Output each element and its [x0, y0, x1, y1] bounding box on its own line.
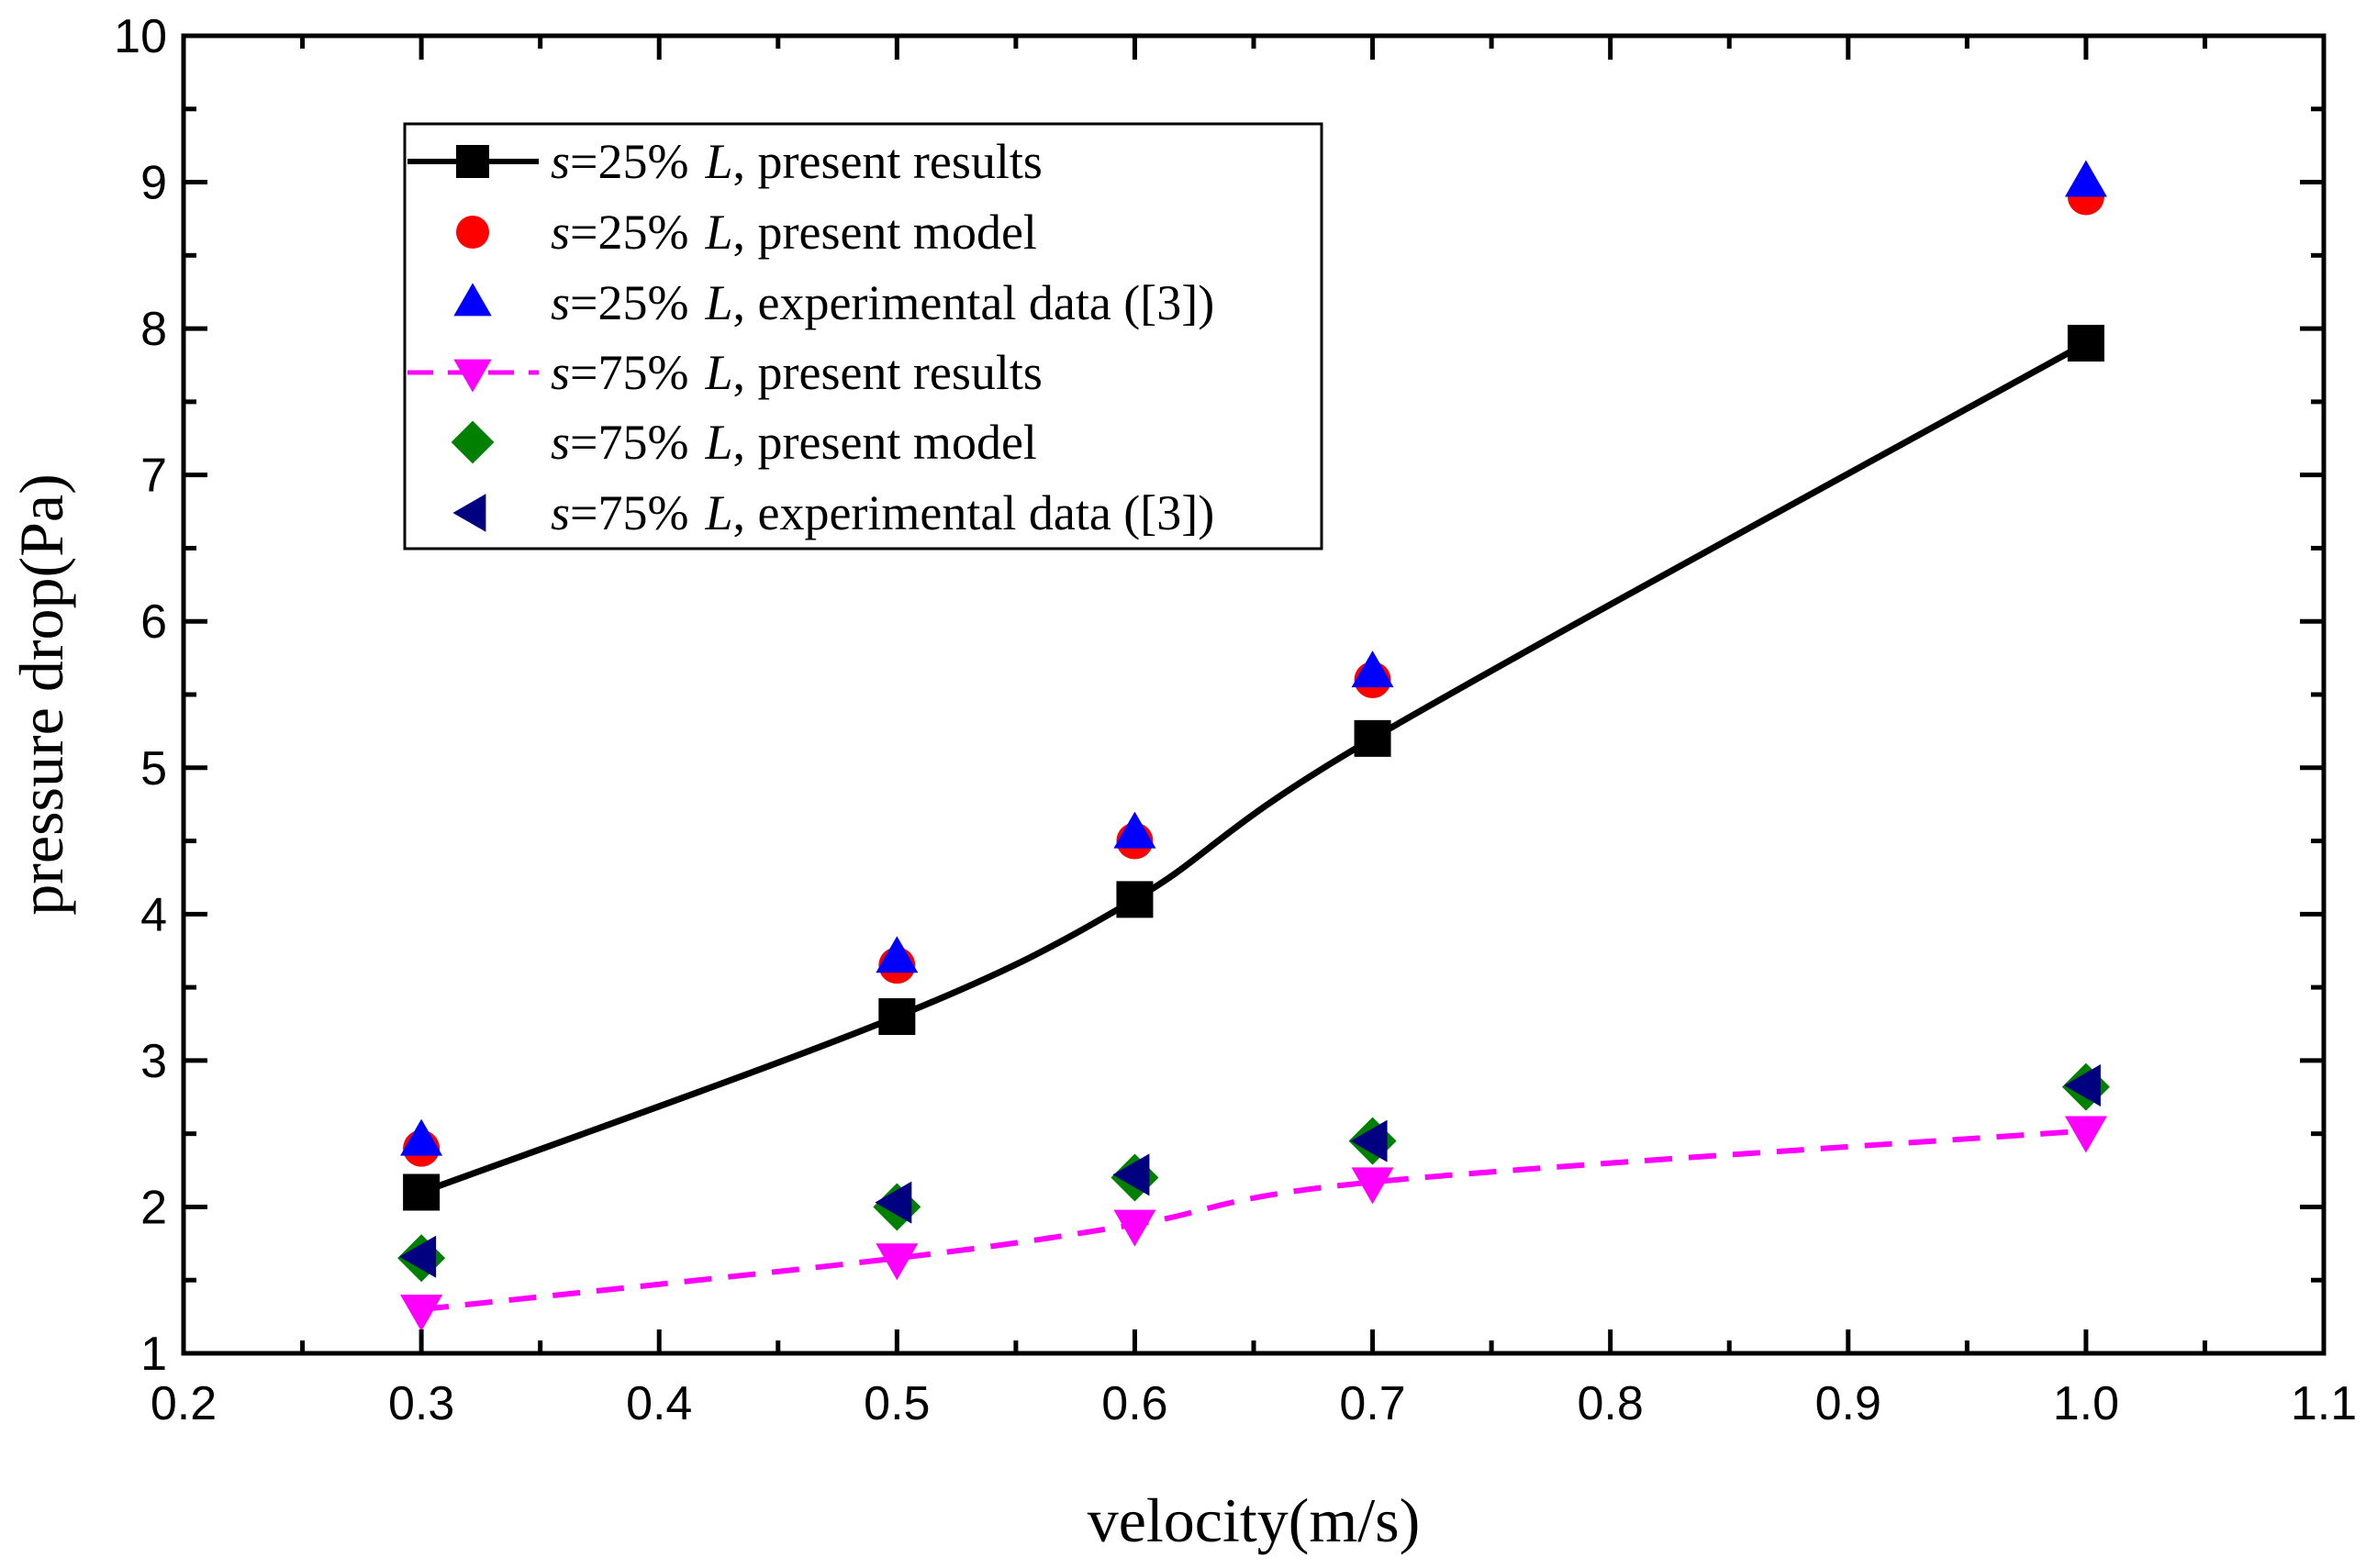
legend-label: s=25% L, experimental data ([3]) — [551, 275, 1214, 330]
x-axis-title: velocity(m/s) — [1088, 1485, 1421, 1555]
y-tick-label: 3 — [140, 1035, 167, 1088]
legend-label: s=75% L, experimental data ([3]) — [551, 485, 1214, 540]
data-point-series-3 — [876, 1243, 919, 1281]
y-tick-label: 2 — [140, 1181, 167, 1234]
legend-item: s=75% L, present model — [451, 415, 1037, 470]
legend-label-pct: =75% — [570, 485, 688, 540]
legend-label: s=25% L, present model — [551, 205, 1037, 260]
legend-label-s: s — [551, 485, 570, 540]
data-point-series-5 — [2063, 1064, 2101, 1107]
data-point-series-0 — [878, 998, 916, 1036]
legend-marker-circle — [456, 216, 489, 249]
series-line-0 — [419, 340, 2088, 1195]
data-point-series-0 — [1116, 881, 1154, 918]
series-markers — [397, 160, 2110, 1332]
y-tick-label: 7 — [140, 450, 167, 503]
data-point-series-0 — [2067, 325, 2104, 362]
data-point-series-2 — [1351, 651, 1394, 688]
data-point-series-5 — [1112, 1153, 1150, 1196]
x-tick-label: 0.6 — [1101, 1377, 1167, 1430]
legend-item: s=25% L, experimental data ([3]) — [453, 275, 1214, 330]
legend-marker-diamond — [451, 420, 495, 464]
y-tick-label: 10 — [114, 10, 167, 63]
data-point-series-5 — [875, 1181, 912, 1224]
legend-label-desc: , present results — [733, 134, 1043, 189]
x-tick-label: 0.9 — [1815, 1377, 1881, 1430]
data-point-series-3 — [400, 1295, 443, 1332]
legend-label-pct: =25% — [570, 205, 688, 260]
y-axis-title: pressure drop(Pa) — [6, 473, 76, 916]
data-point-series-2 — [876, 936, 919, 973]
x-tick-label: 0.8 — [1578, 1377, 1644, 1430]
x-tick-label: 0.5 — [864, 1377, 930, 1430]
legend-box — [403, 122, 1323, 550]
y-tick-label: 1 — [140, 1328, 167, 1381]
legend-label-desc: , present results — [733, 345, 1043, 400]
legend-label-desc: , experimental data ([3]) — [733, 485, 1215, 540]
x-tick-label: 0.7 — [1339, 1377, 1405, 1430]
x-tick-label: 0.2 — [151, 1377, 217, 1430]
data-point-series-0 — [403, 1173, 441, 1211]
axis-ticks: 0.2 0.3 0.4 0.5 0.6 0.7 0.8 0.9 1.0 1.1 1 2 3 4 5 6 7 8 9 1… — [114, 10, 2357, 1430]
legend-label-L: L — [704, 485, 732, 540]
x-tick-label: 1.1 — [2291, 1377, 2357, 1430]
y-tick-label: 6 — [140, 595, 167, 649]
legend-item: s=25% L, present model — [456, 205, 1037, 260]
y-tick-label: 9 — [140, 157, 167, 210]
data-point-series-3 — [2064, 1116, 2107, 1153]
data-point-series-5 — [399, 1235, 437, 1278]
legend-label-s: s — [551, 275, 570, 330]
x-tick-label: 1.0 — [2053, 1377, 2119, 1430]
legend-label-L: L — [704, 275, 732, 330]
legend-label-pct: =75% — [570, 345, 688, 400]
legend-label-s: s — [551, 205, 570, 260]
data-point-series-2 — [1113, 811, 1156, 849]
legend-label-s: s — [551, 134, 570, 189]
data-point-series-5 — [1350, 1119, 1388, 1162]
data-point-series-3 — [1113, 1209, 1156, 1247]
legend-marker-triangle-down — [453, 359, 492, 393]
legend-label-L: L — [704, 134, 732, 189]
data-point-series-2 — [400, 1118, 443, 1156]
legend-label-s: s — [551, 415, 570, 470]
legend-label-L: L — [704, 415, 732, 470]
legend-item: s=75% L, present results — [407, 345, 1043, 400]
series-line-3 — [420, 1128, 2087, 1313]
legend-label-pct: =25% — [570, 134, 688, 189]
legend-label-L: L — [704, 205, 732, 260]
y-tick-label: 5 — [140, 742, 167, 795]
legend-label-desc: , experimental data ([3]) — [733, 275, 1215, 330]
y-tick-label: 8 — [140, 303, 167, 356]
x-tick-label: 0.4 — [626, 1377, 692, 1430]
legend-label-pct: =25% — [570, 275, 688, 330]
legend-label: s=75% L, present model — [551, 415, 1037, 470]
legend-label: s=25% L, present results — [551, 134, 1043, 189]
data-point-series-3 — [1351, 1167, 1394, 1205]
legend-label-s: s — [551, 345, 570, 400]
data-point-series-0 — [1354, 719, 1391, 757]
series-lines — [419, 340, 2088, 1313]
legend-marker-square — [456, 145, 489, 178]
legend-label: s=75% L, present results — [551, 345, 1043, 400]
legend-label-L: L — [704, 345, 732, 400]
legend-label-desc: , present model — [733, 415, 1037, 470]
legend-item: s=75% L, experimental data ([3]) — [452, 485, 1214, 540]
legend-marker-triangle-left — [452, 494, 486, 532]
legend-item: s=25% L, present results — [407, 134, 1043, 189]
y-tick-label: 4 — [140, 888, 167, 941]
data-point-series-2 — [2064, 160, 2107, 197]
legend-label-pct: =75% — [570, 415, 688, 470]
legend-marker-triangle-up — [453, 283, 492, 317]
x-tick-label: 0.3 — [388, 1377, 454, 1430]
legend-label-desc: , present model — [733, 205, 1037, 260]
